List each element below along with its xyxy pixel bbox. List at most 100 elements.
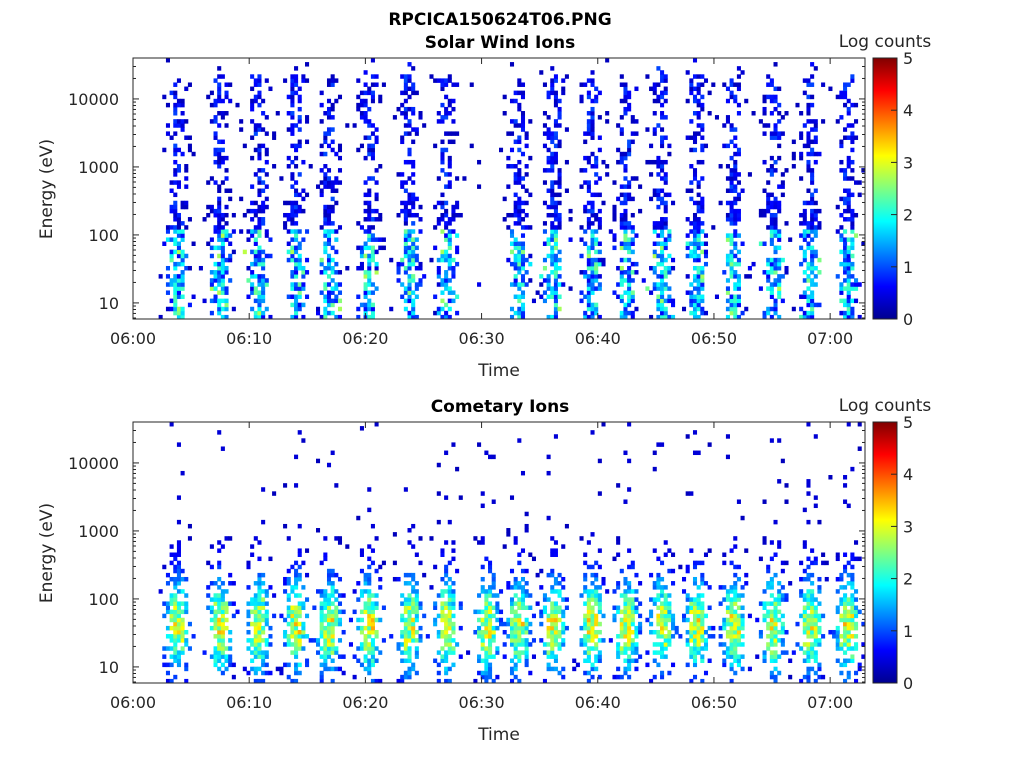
heatmap-cell (777, 286, 782, 291)
heatmap-cell (367, 192, 372, 198)
heatmap-cell (597, 638, 602, 643)
heatmap-cell (663, 217, 668, 222)
heatmap-cell (769, 634, 774, 639)
heatmap-cell (400, 634, 405, 639)
heatmap-cell (451, 82, 456, 87)
heatmap-cell (553, 302, 558, 308)
heatmap-cell (696, 290, 701, 295)
heatmap-cell (444, 200, 449, 206)
heatmap-cell (627, 564, 632, 570)
heatmap-cell (326, 237, 332, 242)
heatmap-cell (455, 212, 460, 218)
heatmap-cell (326, 98, 332, 104)
heatmap-cell (480, 589, 485, 594)
heatmap-cell (700, 294, 705, 300)
heatmap-cell (660, 642, 665, 647)
heatmap-cell (436, 274, 441, 279)
heatmap-cell (220, 306, 225, 312)
heatmap-cell (158, 589, 163, 594)
heatmap-cell (330, 601, 335, 606)
heatmap-cell (169, 560, 174, 566)
heatmap-cell (627, 241, 632, 246)
heatmap-cell (337, 225, 343, 230)
heatmap-cell (356, 617, 361, 623)
heatmap-cell (367, 278, 372, 283)
heatmap-cell (180, 204, 185, 210)
heatmap-cell (700, 127, 705, 132)
heatmap-cell (725, 278, 730, 283)
heatmap-cell (696, 585, 701, 590)
heatmap-cell (455, 233, 460, 238)
heatmap-cell (520, 233, 526, 238)
heatmap-cell (791, 306, 796, 312)
heatmap-cell (169, 678, 174, 684)
heatmap-cell (509, 625, 515, 631)
heatmap-cell (356, 597, 361, 602)
heatmap-cell (619, 609, 624, 615)
heatmap-cell (286, 294, 291, 300)
heatmap-cell (758, 208, 763, 214)
heatmap-cell (517, 438, 522, 443)
heatmap-cell (623, 225, 628, 230)
heatmap-cell (517, 217, 522, 222)
heatmap-cell (220, 581, 225, 586)
heatmap-cell (173, 581, 178, 586)
heatmap-cell (696, 184, 701, 189)
heatmap-cell (184, 253, 189, 259)
heatmap-cell (689, 310, 694, 316)
heatmap-cell (330, 650, 335, 655)
heatmap-cell (700, 572, 705, 578)
heatmap-cell (813, 135, 818, 140)
heatmap-cell (597, 609, 602, 615)
heatmap-cell (806, 613, 811, 619)
heatmap-cell (411, 257, 416, 263)
heatmap-cell (813, 654, 818, 659)
heatmap-cell (367, 217, 372, 222)
heatmap-cell (722, 662, 727, 668)
heatmap-cell (802, 568, 807, 574)
heatmap-cell (294, 164, 299, 169)
heatmap-cell (656, 581, 661, 586)
heatmap-cell (550, 621, 555, 627)
heatmap-cell (850, 593, 855, 598)
heatmap-cell (616, 581, 621, 586)
heatmap-cell (436, 613, 441, 619)
heatmap-cell (729, 233, 734, 238)
heatmap-cell (550, 78, 555, 83)
heatmap-cell (359, 265, 364, 271)
heatmap-cell (802, 290, 807, 295)
heatmap-cell (692, 168, 698, 173)
panel-solar-wind-ions: Solar Wind Ions 06:00 06:10 06:20 06:30 06:4… (37, 32, 931, 381)
heatmap-cell (378, 585, 383, 590)
heatmap-cell (539, 638, 544, 643)
heatmap-cell (736, 597, 741, 602)
heatmap-cell (484, 662, 489, 668)
heatmap-cell (843, 127, 848, 132)
heatmap-cell (810, 617, 815, 623)
heatmap-cell (326, 184, 332, 189)
heatmap-cell (374, 168, 379, 173)
heatmap-cell (286, 642, 291, 647)
heatmap-cell (784, 265, 789, 271)
heatmap-cell (246, 237, 251, 242)
heatmap-cell (557, 634, 562, 639)
heatmap-cell (729, 188, 734, 193)
heatmap-cell (290, 314, 295, 320)
heatmap-cell (700, 123, 705, 128)
heatmap-cell (773, 135, 778, 140)
heatmap-cell (403, 670, 408, 676)
heatmap-cell (700, 654, 705, 659)
heatmap-cell (663, 192, 668, 198)
heatmap-cell (180, 102, 185, 108)
heatmap-cell (564, 605, 569, 610)
heatmap-cell (176, 576, 181, 582)
heatmap-cell (209, 90, 214, 96)
heatmap-cell (217, 270, 222, 275)
heatmap-cell (411, 66, 416, 71)
heatmap-cell (528, 261, 533, 267)
heatmap-cell (513, 221, 518, 226)
heatmap-cell (363, 638, 368, 643)
heatmap-cell (696, 253, 701, 259)
heatmap-cell (623, 98, 628, 104)
heatmap-cell (301, 274, 306, 279)
